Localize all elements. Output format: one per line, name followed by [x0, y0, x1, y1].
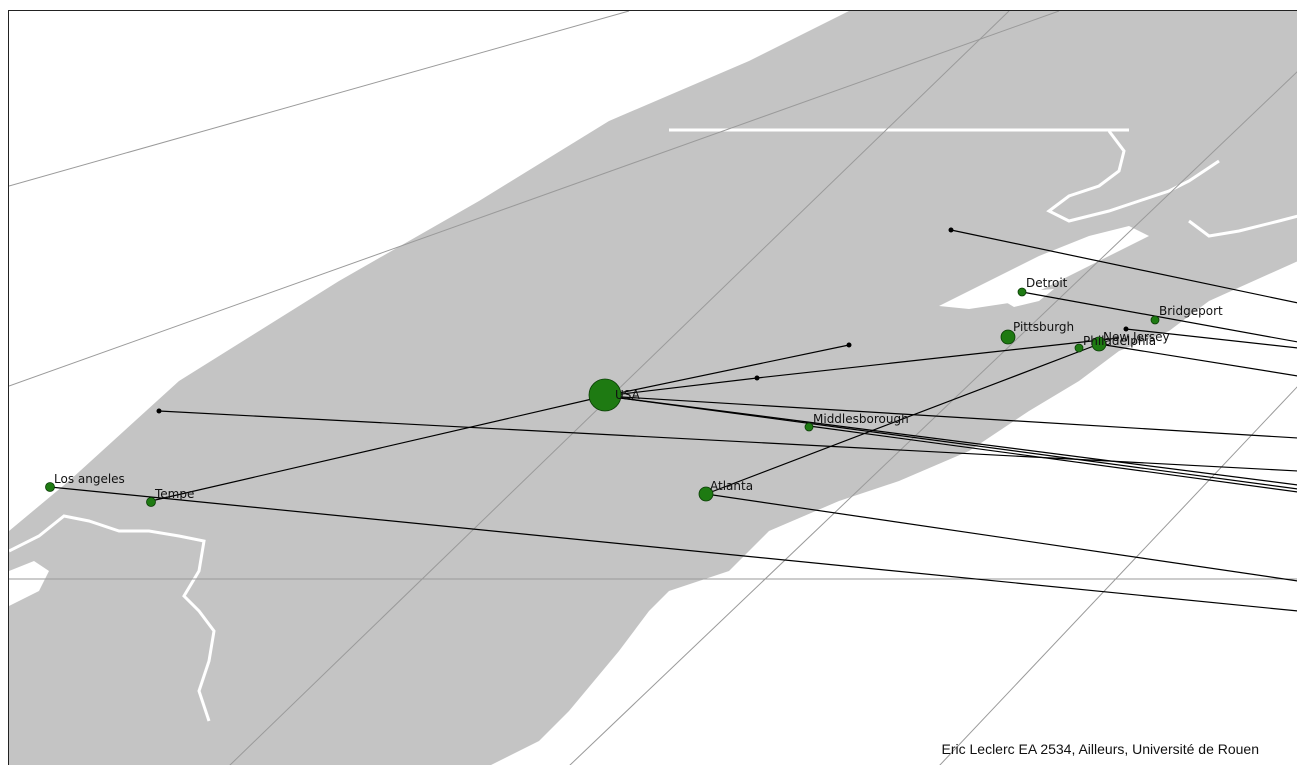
- label-atlanta: Atlanta: [710, 479, 753, 493]
- city-nodes[interactable]: [45, 287, 1160, 507]
- map-credit: Eric Leclerc EA 2534, Ailleurs, Universi…: [941, 741, 1260, 757]
- label-tempe: Tempe: [154, 487, 194, 501]
- west-coast-fragment: [9, 561, 49, 606]
- node-bridgeport[interactable]: [1150, 315, 1160, 325]
- node-middlesborough[interactable]: [804, 422, 814, 432]
- node-los-angeles[interactable]: [45, 482, 55, 492]
- label-bridgeport: Bridgeport: [1159, 304, 1223, 318]
- political-borders: [9, 128, 1297, 722]
- node-new-jersey[interactable]: [1091, 336, 1107, 352]
- node-atlanta[interactable]: [698, 486, 714, 502]
- label-usa: USA: [615, 388, 641, 402]
- map-frame[interactable]: USA Los angeles Tempe Atlanta Middlesbor…: [8, 10, 1297, 765]
- label-middlesborough: Middlesborough: [813, 412, 909, 426]
- great-lakes: [939, 226, 1149, 309]
- node-tempe[interactable]: [146, 497, 156, 507]
- node-usa[interactable]: [588, 378, 622, 412]
- node-pittsburgh[interactable]: [1000, 329, 1016, 345]
- label-new-jersey: New Jersey: [1103, 330, 1170, 344]
- node-detroit[interactable]: [1017, 287, 1027, 297]
- flow-map[interactable]: USA Los angeles Tempe Atlanta Middlesbor…: [9, 11, 1297, 765]
- label-detroit: Detroit: [1026, 276, 1068, 290]
- label-pittsburgh: Pittsburgh: [1013, 320, 1074, 334]
- flow-endpoints: [156, 227, 1129, 414]
- node-philadelphia[interactable]: [1074, 343, 1084, 353]
- city-labels: USA Los angeles Tempe Atlanta Middlesbor…: [54, 276, 1223, 501]
- label-los-angeles: Los angeles: [54, 472, 125, 486]
- north-america-land: [9, 11, 1297, 765]
- lake-erie: [1004, 289, 1054, 307]
- north-island: [629, 96, 704, 136]
- flow-lines: [49, 229, 1297, 612]
- label-philadelphia: Philadelphia: [1083, 334, 1156, 348]
